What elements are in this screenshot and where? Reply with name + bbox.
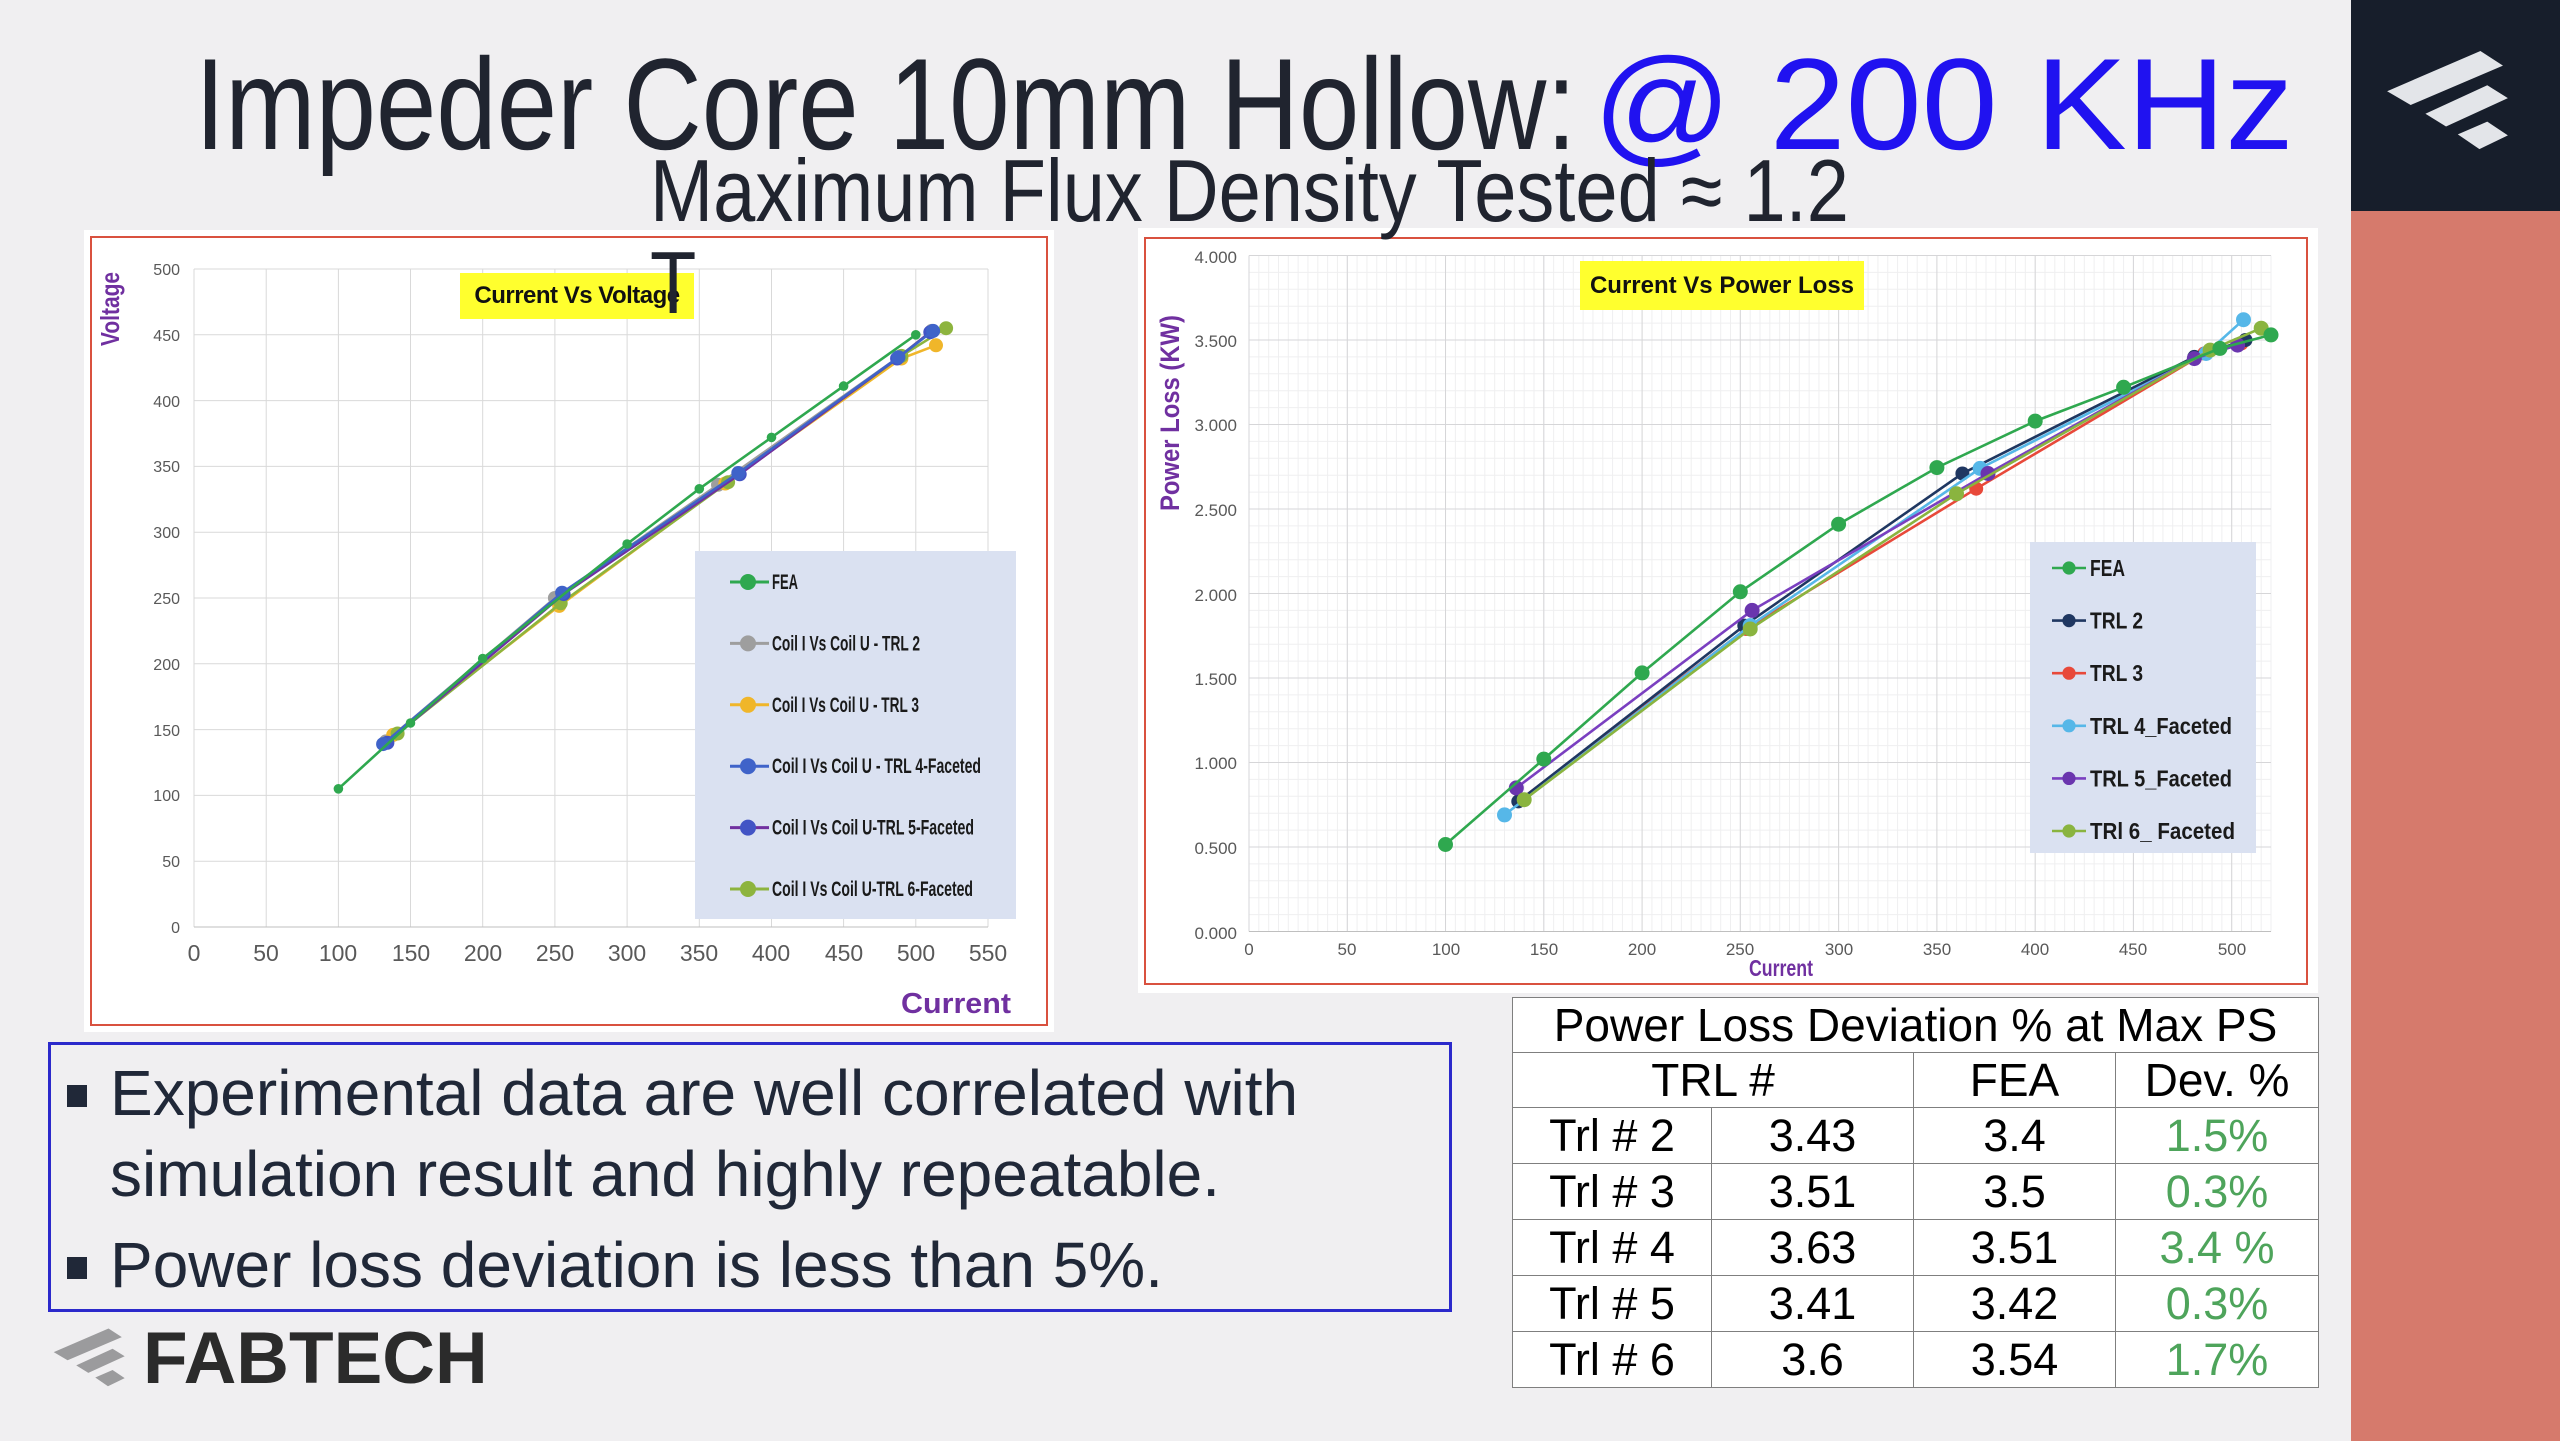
svg-text:TRL 2: TRL 2 (2090, 608, 2143, 634)
svg-text:TRL 5_Faceted: TRL 5_Faceted (2090, 765, 2232, 791)
svg-text:Coil I Vs Coil U-TRL 6-Faceted: Coil I Vs Coil U-TRL 6-Faceted (772, 878, 973, 901)
svg-text:TRl 6_ Faceted: TRl 6_ Faceted (2090, 818, 2235, 844)
svg-text:Voltage: Voltage (95, 272, 125, 346)
svg-text:Current: Current (1749, 955, 1813, 981)
svg-text:FEA: FEA (772, 571, 798, 594)
svg-text:TRL 3: TRL 3 (2090, 660, 2143, 686)
svg-text:Coil I Vs Coil U - TRL 4-Facet: Coil I Vs Coil U - TRL 4-Faceted (772, 755, 981, 778)
svg-text:Power Loss (KW): Power Loss (KW) (1155, 315, 1185, 511)
svg-text:Current: Current (901, 988, 1011, 1020)
svg-text:FEA: FEA (2090, 555, 2125, 581)
svg-text:Coil I Vs Coil U-TRL 5-Faceted: Coil I Vs Coil U-TRL 5-Faceted (772, 817, 974, 840)
svg-text:TRL 4_Faceted: TRL 4_Faceted (2090, 713, 2232, 739)
svg-text:Coil I Vs Coil U - TRL 3: Coil I Vs Coil U - TRL 3 (772, 694, 919, 717)
svg-text:Coil I Vs Coil U - TRL 2: Coil I Vs Coil U - TRL 2 (772, 632, 920, 655)
